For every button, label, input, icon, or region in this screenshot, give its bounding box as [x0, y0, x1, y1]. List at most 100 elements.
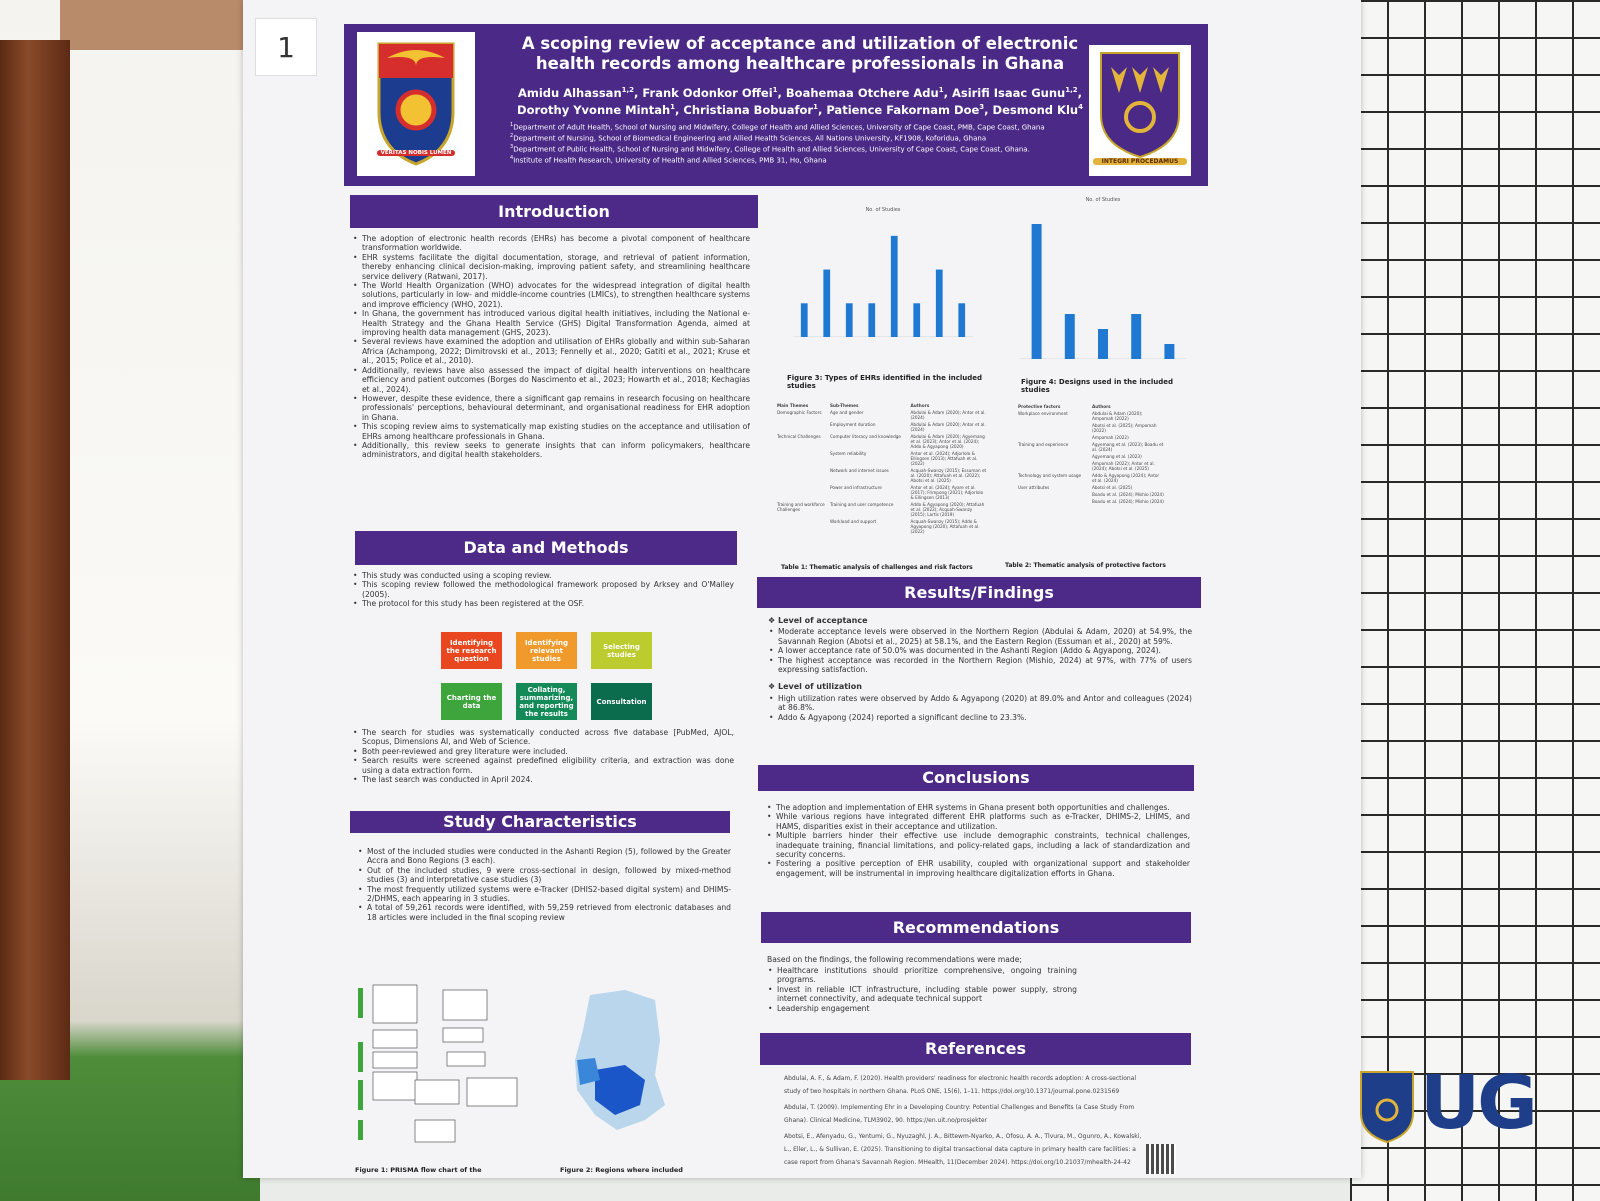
- section-heading: Results/Findings: [757, 577, 1201, 608]
- author-name: Amidu Alhassan: [517, 85, 622, 100]
- reference: Abdulai, A. F., & Adam, F. (2020). Healt…: [784, 1075, 1137, 1095]
- bar: [935, 269, 943, 337]
- bullet: Search results were screened against pre…: [353, 756, 734, 775]
- figure-caption: Figure 2: Regions where included: [560, 1166, 683, 1174]
- table: Main Themes Sub-Themes Authors Demographic …: [776, 402, 988, 564]
- table-cell: Antor et al. (2024); Adjorlolo & Ellings…: [910, 451, 978, 466]
- bullet: A total of 59,261 records were identifie…: [358, 903, 731, 922]
- author: Dorothy Yvonne Mintah1,: [517, 102, 684, 117]
- empty-cell: [1017, 460, 1091, 472]
- affiliation-text: Institute of Health Research, University…: [513, 156, 827, 165]
- table-row: Training and workforce Challenges Trainin…: [776, 501, 988, 518]
- author-sup: 3: [979, 102, 985, 111]
- author: Frank Odonkor Offei1,: [642, 85, 786, 100]
- author-sup: 1: [670, 102, 676, 111]
- table-row: User attributes Abotsi et al. (2025): [1017, 484, 1165, 491]
- bullet: Multiple barriers hinder their effective…: [767, 831, 1190, 859]
- table-cell: Abotsi et al. (2025); Ampomah (2022): [1092, 423, 1157, 433]
- header-cell: Authors: [1092, 404, 1111, 409]
- table-cell: Boadu et al. (2024); Mishio (2024): [1092, 492, 1164, 497]
- table-row: System reliability Antor et al. (2024); A…: [776, 450, 988, 467]
- author-sup: 1: [813, 102, 818, 111]
- table-cell: Abdulai & Adam (2020); Ampomah (2022): [1092, 411, 1143, 421]
- bar: [1164, 344, 1175, 359]
- author: Boahemaa Otchere Adu1,: [785, 85, 952, 100]
- right-crest: [1089, 45, 1191, 176]
- affiliation-text: Department of Nursing, School of Biomedi…: [513, 134, 987, 143]
- author-sup: 1: [772, 86, 778, 94]
- bullet: Invest in reliable ICT infrastructure, i…: [768, 985, 1077, 1004]
- table-row: Boadu et al. (2024); Mishio (2024): [1017, 498, 1165, 505]
- table-cell: Technology and system usage: [1018, 473, 1082, 478]
- header-cell: Protective factors: [1018, 404, 1061, 409]
- empty-cell: [776, 421, 829, 433]
- table-cell: Workplace environment: [1018, 411, 1068, 416]
- prisma-box: [446, 1051, 486, 1067]
- bar: [823, 269, 831, 337]
- background-roof: [60, 0, 260, 50]
- bullet: Fostering a positive perception of EHR u…: [767, 859, 1190, 878]
- recommendations-text: Healthcare institutions should prioritiz…: [767, 966, 1077, 1030]
- affiliation: 3Department of Public Health, School of …: [510, 144, 1080, 153]
- table-row: Ampomah (2022): [1017, 434, 1165, 441]
- background-cabinet: [0, 40, 70, 1080]
- table-cell: Acquah-Swanzy (2015); Addo & Agyapong (2…: [910, 519, 980, 534]
- affiliation-sup: 4: [510, 155, 514, 161]
- method-step: Collating, summarizing, and reporting th…: [516, 683, 577, 720]
- section-heading: Data and Methods: [355, 531, 737, 565]
- bullet: This scoping review aims to systematical…: [353, 422, 750, 441]
- table-row: Boadu et al. (2024); Mishio (2024): [1017, 491, 1165, 498]
- table-cell: Workload and support: [830, 519, 877, 524]
- table-cell: Technical Challenges: [777, 434, 821, 439]
- bar: [1131, 314, 1142, 359]
- subheading-text: Level of acceptance: [777, 616, 868, 625]
- reference: Abdulai, T. (2009). Implementing Ehr in …: [784, 1104, 1135, 1124]
- empty-cell: [1017, 498, 1091, 505]
- empty-cell: [776, 484, 829, 501]
- bullet: Most of the included studies were conduc…: [358, 847, 731, 866]
- table-cell: Boadu et al. (2024); Mishio (2024): [1092, 499, 1164, 504]
- empty-cell: [776, 518, 829, 535]
- empty-cell: [776, 450, 829, 467]
- introduction-text: The adoption of electronic health record…: [352, 234, 750, 524]
- author: Patience Fakornam Doe3,: [826, 102, 993, 117]
- table-header: Main Themes Sub-Themes Authors: [776, 402, 988, 409]
- prisma-box: [442, 1027, 484, 1043]
- table-grid: Main Themes Sub-Themes Authors Demographic …: [776, 402, 988, 535]
- bar: [800, 303, 808, 337]
- table-cell: Training and workforce Challenges: [777, 502, 825, 512]
- bullet: The adoption and implementation of EHR s…: [767, 803, 1190, 813]
- table: Protective factors Authors Workplace envir…: [1017, 403, 1165, 548]
- reference: Abotsi, E., Afenyadu, G., Yentumi, G., N…: [784, 1133, 1142, 1166]
- figure-caption: Figure 3: Types of EHRs identified in th…: [787, 374, 983, 390]
- header-cell: Authors: [910, 403, 930, 408]
- header-cell: Main Themes: [777, 403, 809, 408]
- bullet: Leadership engagement: [768, 1004, 1077, 1014]
- map-region: [595, 1065, 645, 1115]
- author-name: Patience Fakornam Doe: [826, 102, 980, 117]
- bullet: Both peer-reviewed and grey literature w…: [353, 747, 734, 757]
- table-cell: Abdulai & Adam (2020); Antor et al. (202…: [910, 422, 986, 432]
- bar: [1031, 224, 1042, 359]
- bullet: Addo & Agyapong (2024) reported a signif…: [769, 713, 1192, 723]
- recommendations-intro: Based on the findings, the following rec…: [767, 955, 1022, 964]
- header-band: [344, 24, 1208, 186]
- bullet: The most frequently utilized systems wer…: [358, 885, 731, 904]
- empty-cell: [1017, 422, 1091, 434]
- bullet: In Ghana, the government has introduced …: [353, 309, 750, 337]
- author-sup: 4: [1078, 102, 1083, 111]
- table-cell: Abdulai & Adam (2020); Agyemang et al. (…: [910, 434, 985, 449]
- bullet: Out of the included studies, 9 were cros…: [358, 866, 731, 885]
- table-cell: Agyemang et al. (2023): [1092, 454, 1142, 459]
- table-cell: Training and user competence: [830, 502, 894, 507]
- bullet: This study was conducted using a scoping…: [353, 571, 734, 581]
- results-text: ❖ Level of acceptance Moderate acceptance…: [768, 614, 1192, 760]
- qr-code: [1146, 1144, 1176, 1174]
- table-cell: Employment duration: [830, 422, 876, 427]
- table-cell: Addo & Agyapong (2020); Attafuah et al. …: [910, 502, 985, 517]
- section-heading: Study Characteristics: [350, 811, 730, 833]
- bullet: The protocol for this study has been reg…: [353, 599, 734, 609]
- poster-number: 1: [255, 18, 317, 76]
- table-row: Technology and system usage Addo & Agyapo…: [1017, 472, 1165, 484]
